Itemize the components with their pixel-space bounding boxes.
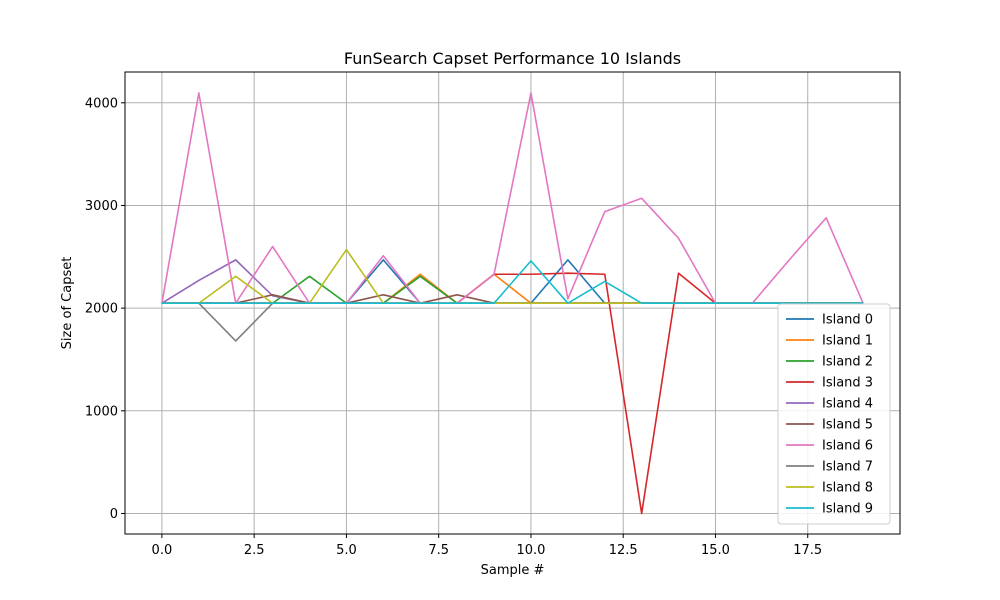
legend-label-island-7: Island 7 bbox=[822, 460, 873, 475]
legend: Island 0 Island 1 Island 2 Island 3 Island 4… bbox=[777, 303, 891, 525]
legend-box bbox=[777, 303, 891, 525]
x-tick-label: 17.5 bbox=[793, 543, 822, 558]
x-tick-label: 7.5 bbox=[428, 543, 449, 558]
x-axis-title: Sample # bbox=[481, 563, 545, 578]
legend-label-island-4: Island 4 bbox=[822, 397, 873, 412]
plot-frame bbox=[124, 71, 901, 535]
chart-title: FunSearch Capset Performance 10 Islands bbox=[344, 49, 681, 68]
series-lines bbox=[161, 92, 864, 515]
x-tick-label: 0.0 bbox=[152, 543, 173, 558]
legend-label-island-6: Island 6 bbox=[822, 439, 873, 454]
axis-ticks: 0.0 2.5 5.0 7.5 10.0 12.5 15.0 17.5 0 1000 2000 300… bbox=[85, 96, 822, 558]
y-tick-label: 3000 bbox=[85, 199, 118, 214]
legend-label-island-0: Island 0 bbox=[822, 313, 873, 328]
legend-label-island-9: Island 9 bbox=[822, 502, 873, 517]
x-tick-label: 2.5 bbox=[244, 543, 265, 558]
legend-label-island-2: Island 2 bbox=[822, 355, 873, 370]
legend-label-island-1: Island 1 bbox=[822, 334, 873, 349]
legend-label-island-3: Island 3 bbox=[822, 376, 873, 391]
y-tick-label: 4000 bbox=[85, 96, 118, 111]
y-axis-title: Size of Capset bbox=[60, 257, 75, 350]
y-tick-label: 2000 bbox=[85, 302, 118, 317]
y-tick-label: 0 bbox=[110, 507, 118, 522]
legend-label-island-5: Island 5 bbox=[822, 418, 873, 433]
legend-label-island-8: Island 8 bbox=[822, 481, 873, 496]
y-tick-label: 1000 bbox=[85, 404, 118, 419]
x-tick-label: 10.0 bbox=[516, 543, 545, 558]
x-tick-label: 5.0 bbox=[336, 543, 357, 558]
series-line-island-9 bbox=[161, 260, 864, 305]
x-tick-label: 12.5 bbox=[609, 543, 638, 558]
x-tick-label: 15.0 bbox=[701, 543, 730, 558]
